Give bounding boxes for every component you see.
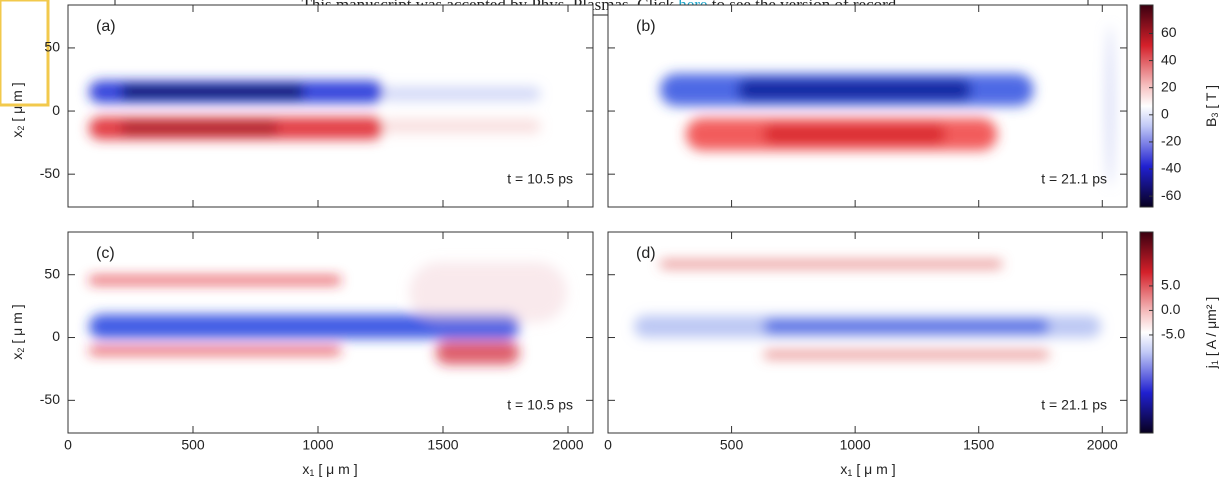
colorbar-tick-label: -40 [1161,160,1181,176]
heatmap [89,262,567,365]
y-tick-label: 50 [44,39,60,55]
field-band [763,350,1050,359]
y-axis-label-sub: 2 [16,348,26,353]
panel-frame [607,4,1128,208]
field-band [89,346,341,355]
field-band [383,119,541,134]
colorbar-tick-label: 40 [1161,51,1177,67]
colorbar-tick-label: 5.0 [1161,277,1181,293]
x-tick-label: 1500 [963,437,994,453]
y-axis-label-unit: [ μ m ] [9,304,25,343]
x-axis-label-symbol: x [302,461,309,477]
colorbar-label-unit: [ T ] [1203,85,1219,109]
panel-bg [68,5,593,207]
y-tick-label: -50 [40,391,60,407]
panel-label: (a) [96,18,116,35]
panel-label: (c) [96,245,115,262]
x-axis-label: x1 [ μ m ] [302,461,357,479]
field-band [120,122,278,135]
x-axis-label-sub: 1 [847,468,852,478]
panel-frame [67,231,594,434]
colorbar-tick-label: -20 [1161,133,1181,149]
panel-label: (b) [636,18,656,35]
y-tick-label: 0 [52,102,60,118]
x-axis-label-unit: [ μ m ] [318,461,357,477]
colorbar [1139,4,1154,208]
panel-label: (d) [636,245,656,262]
y-axis-label: x2 [ μ m ] [9,304,27,359]
x-tick-label: 500 [720,437,744,453]
x-axis-label: x1 [ μ m ] [840,461,895,479]
time-label: t = 21.1 ps [1041,171,1107,187]
x-tick-label: 0 [64,437,72,453]
colorbar-label-sub: 3 [1210,113,1220,118]
time-label: t = 21.1 ps [1041,397,1107,413]
colorbar-tick-label: 0.0 [1161,301,1181,317]
y-axis-label: x2 [ μ m ] [9,82,27,137]
field-band [435,340,520,365]
field-band [89,314,520,339]
heatmap [659,25,1115,187]
y-tick-label: -50 [40,165,60,181]
colorbar-tick-label: 60 [1161,24,1177,40]
time-label: t = 10.5 ps [507,171,573,187]
x-tick-label: 1500 [427,437,458,453]
x-tick-label: 1000 [840,437,871,453]
field-band [659,260,1003,269]
field-band [409,262,567,323]
colorbar [1139,231,1154,434]
colorbar-label-unit: [ A / μm² ] [1203,297,1219,356]
y-tick-label: 0 [52,328,60,344]
colorbar-tick-label: 0 [1161,106,1169,122]
colorbar-label-symbol: j [1203,365,1219,369]
field-band [1106,25,1115,187]
field-band [383,86,541,101]
heatmap [633,260,1102,359]
heatmap [89,80,541,140]
field-band [763,125,946,144]
colorbar-label-sub: 1 [1210,360,1220,365]
time-label: t = 10.5 ps [507,397,573,413]
panel-frame [607,231,1128,434]
logo-frame [0,0,50,107]
colorbar-label: B3 [ T ] [1203,85,1221,127]
y-axis-label-symbol: x [9,131,25,138]
field-band [737,79,972,100]
y-axis-label-symbol: x [9,353,25,360]
x-tick-label: 2000 [552,437,583,453]
colorbar-label-symbol: B [1203,118,1219,127]
x-axis-label-unit: [ μ m ] [856,461,895,477]
y-tick-label: 50 [44,265,60,281]
x-axis-label-sub: 1 [309,468,314,478]
x-tick-label: 2000 [1087,437,1118,453]
colorbar-tick-label: 20 [1161,78,1177,94]
x-tick-label: 0 [604,437,612,453]
field-band [89,276,341,285]
panel-frame [67,4,594,208]
colorbar-tick-label: -5.0 [1161,326,1185,342]
y-axis-label-sub: 2 [16,126,26,131]
colorbar-tick-label: -60 [1161,187,1181,203]
x-tick-label: 1000 [302,437,333,453]
x-axis-label-symbol: x [840,461,847,477]
field-band [120,85,305,98]
y-axis-label-unit: [ μ m ] [9,82,25,121]
colorbar-label: j1 [ A / μm² ] [1203,297,1221,370]
field-band [763,319,1050,334]
x-tick-label: 500 [181,437,205,453]
